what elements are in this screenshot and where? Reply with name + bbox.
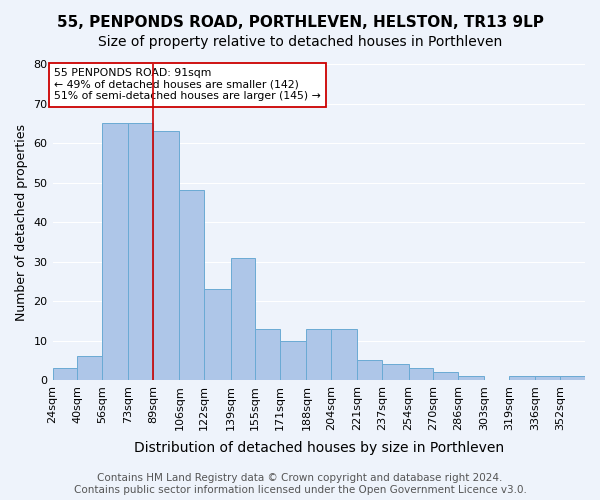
Bar xyxy=(128,124,153,380)
Text: 55 PENPONDS ROAD: 91sqm
← 49% of detached houses are smaller (142)
51% of semi-d: 55 PENPONDS ROAD: 91sqm ← 49% of detache… xyxy=(54,68,321,101)
Bar xyxy=(560,376,585,380)
Bar xyxy=(230,258,256,380)
Bar xyxy=(433,372,458,380)
Bar xyxy=(153,131,179,380)
Bar xyxy=(535,376,560,380)
Bar xyxy=(307,328,331,380)
Bar xyxy=(280,340,307,380)
X-axis label: Distribution of detached houses by size in Porthleven: Distribution of detached houses by size … xyxy=(134,441,504,455)
Bar xyxy=(358,360,382,380)
Y-axis label: Number of detached properties: Number of detached properties xyxy=(15,124,28,320)
Bar xyxy=(256,328,280,380)
Text: 55, PENPONDS ROAD, PORTHLEVEN, HELSTON, TR13 9LP: 55, PENPONDS ROAD, PORTHLEVEN, HELSTON, … xyxy=(56,15,544,30)
Bar xyxy=(102,124,128,380)
Text: Contains HM Land Registry data © Crown copyright and database right 2024.
Contai: Contains HM Land Registry data © Crown c… xyxy=(74,474,526,495)
Bar xyxy=(53,368,77,380)
Bar xyxy=(204,289,230,380)
Bar xyxy=(409,368,433,380)
Bar xyxy=(77,356,102,380)
Bar xyxy=(458,376,484,380)
Bar xyxy=(509,376,535,380)
Bar xyxy=(331,328,358,380)
Bar xyxy=(382,364,409,380)
Text: Size of property relative to detached houses in Porthleven: Size of property relative to detached ho… xyxy=(98,35,502,49)
Bar xyxy=(179,190,204,380)
